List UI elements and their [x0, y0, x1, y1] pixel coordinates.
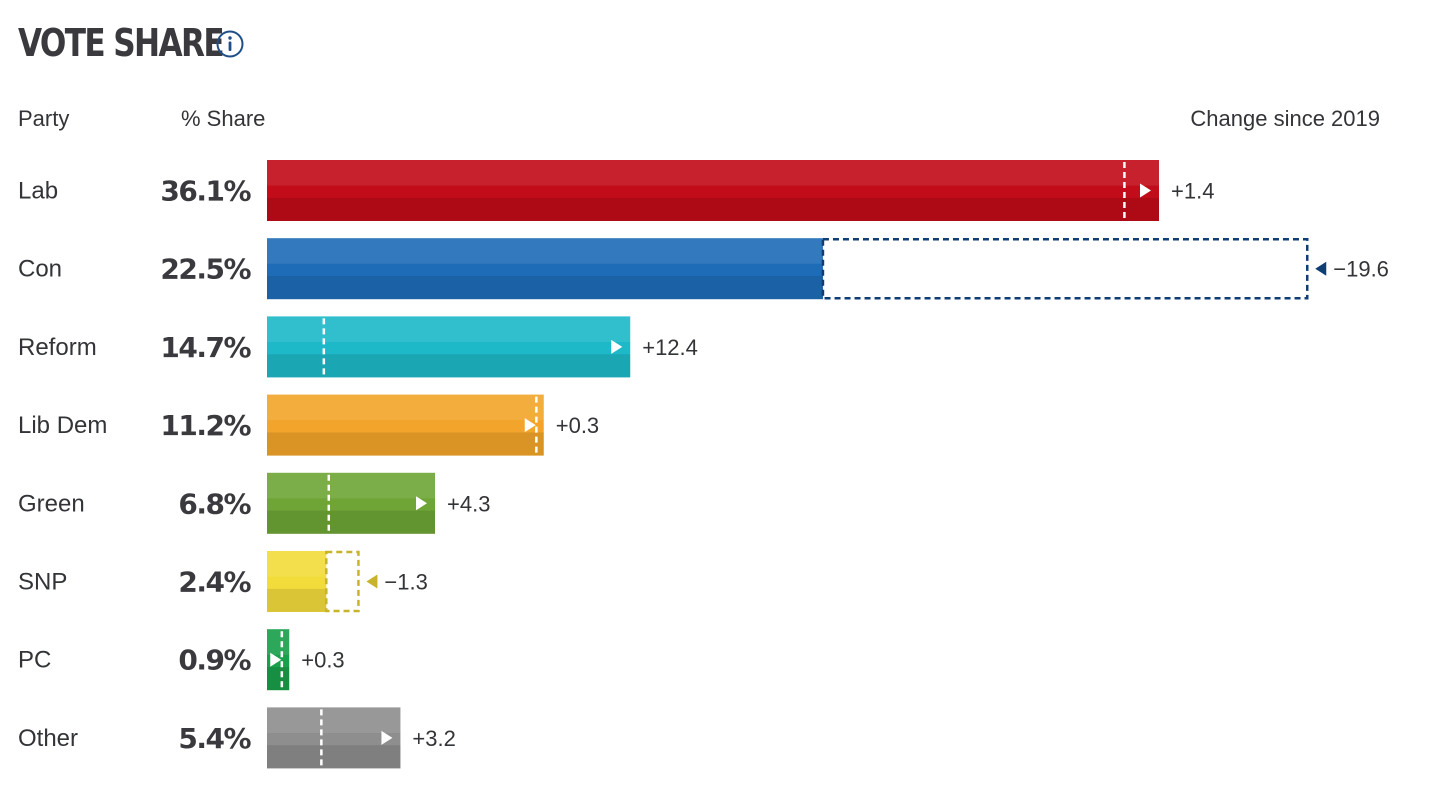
bar-row-pc: PC 0.9% +0.3: [18, 629, 345, 691]
bar-highlight-pc: [267, 629, 290, 655]
decrease-arrow-icon-con: [1315, 261, 1327, 276]
chart-title: VOTE SHARE: [18, 21, 225, 65]
bar-other: [267, 707, 401, 769]
bar-highlight-lab: [267, 160, 1159, 186]
change-value-con: −19.6: [1333, 257, 1389, 282]
bar-shade-lab: [267, 197, 1159, 221]
bar-row-lib-dem: Lib Dem 11.2% +0.3: [18, 394, 599, 456]
bar-highlight-con: [267, 238, 823, 264]
previous-value-outline-snp: [325, 550, 360, 613]
change-value-pc: +0.3: [301, 648, 344, 673]
party-label-green: Green: [18, 490, 85, 517]
bar-con: [267, 238, 823, 300]
party-label-lab: Lab: [18, 178, 58, 205]
bar-shade-green: [267, 510, 436, 534]
bar-shade-lib-dem: [267, 432, 544, 456]
decrease-arrow-icon-snp: [366, 574, 378, 589]
party-label-con: Con: [18, 256, 62, 283]
party-label-lib-dem: Lib Dem: [18, 412, 107, 439]
bar-reform: [267, 316, 631, 378]
increase-arrow-icon-pc: [270, 652, 282, 667]
share-value-reform: 14.7%: [160, 331, 251, 364]
bar-snp: [267, 551, 327, 612]
bar-row-snp: SNP 2.4% −1.3: [18, 550, 428, 613]
change-value-lib-dem: +0.3: [556, 413, 599, 438]
bar-shade-pc: [267, 667, 290, 691]
party-label-snp: SNP: [18, 569, 67, 596]
previous-value-outline-con: [821, 237, 1309, 300]
share-value-pc: 0.9%: [178, 644, 251, 677]
change-value-snp: −1.3: [384, 570, 427, 595]
bar-highlight-lib-dem: [267, 394, 544, 421]
share-value-green: 6.8%: [178, 487, 251, 520]
share-value-snp: 2.4%: [178, 566, 251, 599]
bar-row-reform: Reform 14.7% +12.4: [18, 316, 698, 378]
bar-row-other: Other 5.4% +3.2: [18, 707, 456, 769]
share-value-con: 22.5%: [160, 253, 251, 286]
bar-row-con: Con 22.5% −19.6: [18, 237, 1389, 300]
increase-arrow-icon-lib-dem: [524, 418, 536, 433]
party-label-pc: PC: [18, 647, 51, 674]
bar-highlight-other: [267, 707, 401, 734]
party-label-reform: Reform: [18, 334, 97, 361]
bar-shade-other: [267, 745, 401, 769]
increase-arrow-icon-other: [381, 730, 393, 745]
info-icon[interactable]: [214, 28, 246, 60]
bar-shade-con: [267, 276, 823, 300]
increase-arrow-icon-green: [416, 496, 428, 511]
bar-highlight-green: [267, 472, 436, 499]
bar-shade-snp: [267, 588, 327, 612]
party-label-other: Other: [18, 725, 78, 752]
increase-arrow-icon-reform: [611, 339, 623, 354]
bar-lab: [267, 160, 1159, 221]
share-value-lib-dem: 11.2%: [160, 409, 251, 442]
share-value-other: 5.4%: [178, 722, 251, 755]
change-value-lab: +1.4: [1171, 179, 1214, 204]
bar-green: [267, 472, 436, 534]
bar-row-green: Green 6.8% +4.3: [18, 472, 490, 534]
bar-highlight-reform: [267, 316, 631, 343]
bar-shade-reform: [267, 354, 631, 378]
increase-arrow-icon-lab: [1140, 183, 1151, 198]
bar-highlight-snp: [267, 551, 327, 577]
change-value-green: +4.3: [447, 491, 490, 516]
change-column-header: Change since 2019: [1190, 106, 1380, 131]
change-value-reform: +12.4: [642, 335, 698, 360]
share-value-lab: 36.1%: [160, 175, 251, 208]
change-value-other: +3.2: [412, 726, 455, 751]
party-column-header: Party: [18, 106, 70, 131]
share-column-header: % Share: [181, 106, 266, 131]
bar-row-lab: Lab 36.1% +1.4: [18, 160, 1214, 221]
bar-lib-dem: [267, 394, 544, 456]
